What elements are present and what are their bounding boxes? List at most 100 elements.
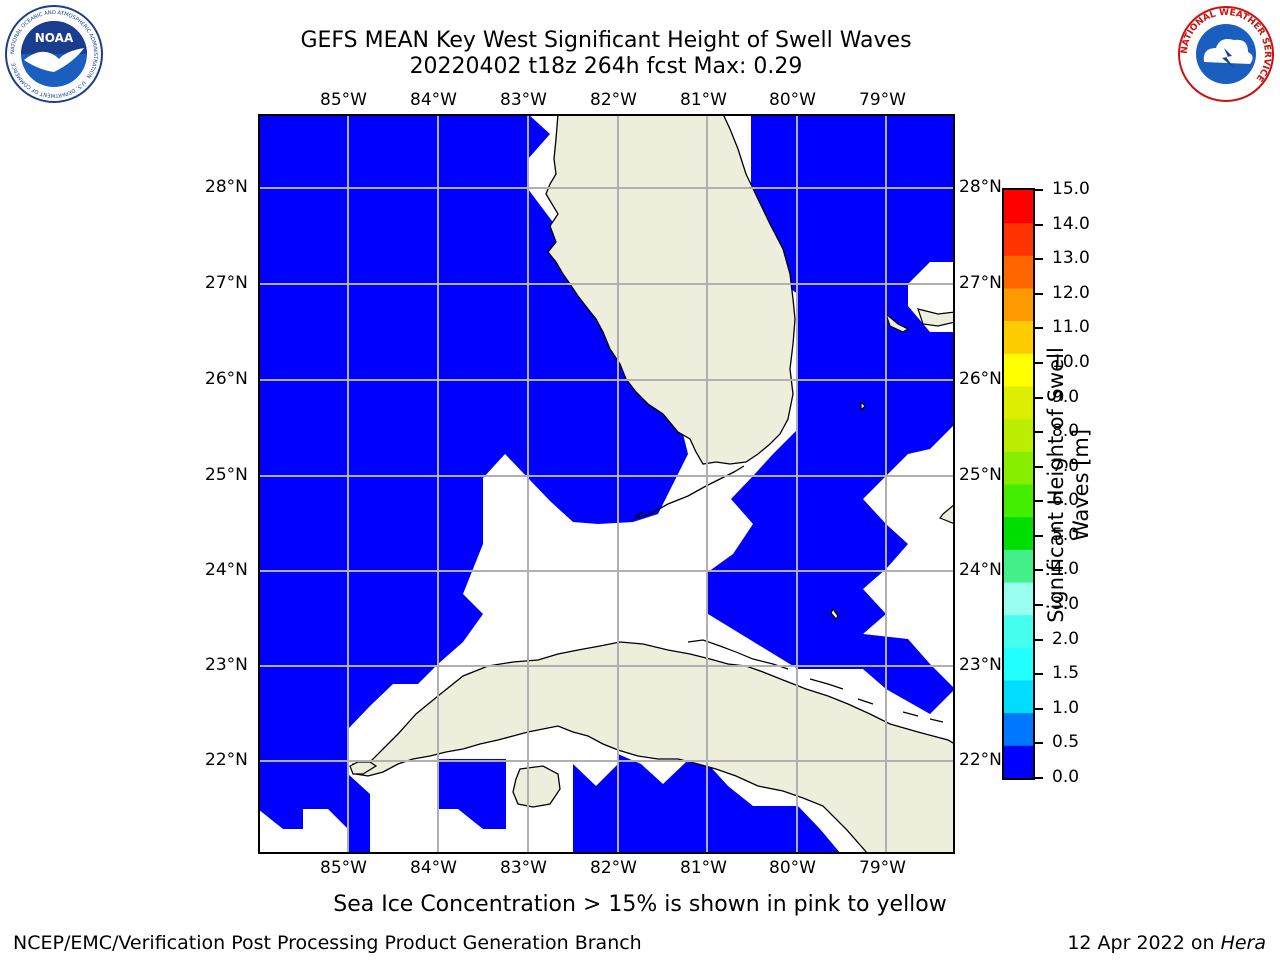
lon-label-top: 79°W [859, 90, 906, 110]
lat-label-right: 25°N [959, 465, 1002, 485]
chart-title-line2: 20220402 t18z 264h fcst Max: 0.29 [409, 54, 803, 79]
lat-label-left: 25°N [205, 465, 248, 485]
colorbar-tick-mark [1035, 777, 1043, 779]
colorbar-tick-mark [1035, 223, 1043, 226]
nws-logo: NATIONAL WEATHER SERVICE [1178, 6, 1274, 102]
footer-host: Hera [1220, 932, 1266, 954]
lon-label-top: 81°W [680, 90, 727, 110]
lon-label-top: 80°W [769, 90, 816, 110]
colorbar-tick-label: 9.0 [1052, 386, 1080, 407]
colorbar-tick-label: 11.0 [1052, 317, 1090, 338]
colorbar-tick-label: 2.0 [1052, 628, 1080, 649]
colorbar-tick-label: 15.0 [1052, 179, 1090, 199]
colorbar-segment [1004, 484, 1034, 518]
colorbar-segment [1004, 582, 1034, 616]
isle-of-youth [512, 765, 561, 808]
lat-label-left: 23°N [205, 655, 248, 675]
noaa-logo: NATIONAL OCEANIC AND ATMOSPHERIC ADMINIS… [5, 5, 103, 103]
colorbar-frame [1002, 188, 1035, 780]
colorbar-segment [1004, 386, 1034, 420]
lat-label-left: 22°N [205, 750, 248, 770]
colorbar-segment [1004, 614, 1034, 648]
colorbar-tick-label: 1.0 [1052, 697, 1080, 718]
lat-label-left: 26°N [205, 369, 248, 389]
lon-label-bottom: 82°W [590, 858, 637, 878]
lon-label-bottom: 83°W [500, 858, 547, 878]
lat-label-right: 28°N [959, 177, 1002, 197]
colorbar-segment [1004, 451, 1034, 485]
bahamas-islands [830, 308, 955, 621]
colorbar-tick-label: 5.0 [1052, 524, 1080, 545]
sea-ice-note: Sea Ice Concentration > 15% is shown in … [333, 892, 947, 917]
florida-land [545, 114, 796, 465]
lon-label-top: 84°W [410, 90, 457, 110]
colorbar-tick-mark [1035, 742, 1043, 745]
colorbar-tick-label: 6.0 [1052, 490, 1080, 511]
colorbar-segment [1004, 418, 1034, 452]
lon-label-top: 83°W [500, 90, 547, 110]
lon-label-bottom: 80°W [769, 858, 816, 878]
colorbar-segment [1004, 549, 1034, 583]
lon-label-top: 82°W [590, 90, 637, 110]
colorbar-segment [1004, 190, 1034, 224]
colorbar-tick-label: 12.0 [1052, 282, 1090, 303]
cuba-cays [687, 639, 944, 723]
lat-label-left: 28°N [205, 177, 248, 197]
lon-label-bottom: 84°W [410, 858, 457, 878]
footer-date: 12 Apr 2022 on Hera [1067, 932, 1266, 954]
colorbar-tick-mark [1035, 707, 1043, 710]
colorbar-tick-mark [1035, 500, 1043, 503]
map-frame [258, 114, 955, 854]
colorbar-segment [1004, 680, 1034, 714]
colorbar-tick-label: 8.0 [1052, 421, 1080, 442]
colorbar-tick-label: 14.0 [1052, 213, 1090, 234]
colorbar-tick-mark [1035, 431, 1043, 434]
colorbar-segment [1004, 288, 1034, 322]
colorbar-tick-mark [1035, 465, 1043, 468]
lat-label-right: 22°N [959, 750, 1002, 770]
colorbar-tick-label: 0.5 [1052, 732, 1080, 753]
lon-label-top: 85°W [320, 90, 367, 110]
map-gridlines [258, 114, 955, 854]
colorbar-segment [1004, 516, 1034, 550]
colorbar-segment [1004, 647, 1034, 681]
colorbar-tick-mark [1035, 534, 1043, 537]
cuba-land [352, 641, 955, 854]
colorbar-tick-mark [1035, 604, 1043, 607]
swell-region-south [438, 754, 841, 854]
colorbar-segment [1004, 222, 1034, 256]
colorbar-tick-mark [1035, 396, 1043, 399]
colorbar-tick-mark [1035, 673, 1043, 676]
footer-branch: NCEP/EMC/Verification Post Processing Pr… [13, 932, 642, 954]
lat-label-right: 27°N [959, 273, 1002, 293]
colorbar-segment [1004, 745, 1034, 779]
colorbar-segment [1004, 320, 1034, 354]
colorbar-segment [1004, 255, 1034, 289]
colorbar-tick-label: 1.5 [1052, 663, 1080, 684]
florida-keys [632, 465, 745, 520]
colorbar-title-line2: Waves [m] [1069, 428, 1093, 542]
colorbar-tick-mark [1035, 569, 1043, 572]
colorbar-segment [1004, 353, 1034, 387]
colorbar [1002, 188, 1035, 780]
colorbar-tick-label: 0.0 [1052, 767, 1080, 787]
lat-label-right: 23°N [959, 655, 1002, 675]
colorbar-tick-mark [1035, 258, 1043, 261]
lon-label-bottom: 79°W [859, 858, 906, 878]
lat-label-right: 26°N [959, 369, 1002, 389]
colorbar-segment [1004, 712, 1034, 746]
lat-label-left: 24°N [205, 560, 248, 580]
colorbar-tick-label: 10.0 [1052, 351, 1090, 372]
colorbar-tick-mark [1035, 638, 1043, 641]
footer-date-text: 12 Apr 2022 on [1067, 932, 1221, 954]
colorbar-title-line1: Significant Height of Swell [1044, 347, 1068, 623]
chart-title-line1: GEFS MEAN Key West Significant Height of… [300, 28, 912, 53]
noaa-logo-text: NOAA [35, 31, 74, 45]
colorbar-tick-mark [1035, 361, 1043, 364]
colorbar-tick-mark [1035, 189, 1043, 191]
colorbar-tick-label: 4.0 [1052, 559, 1080, 580]
swell-map [258, 114, 955, 854]
lon-label-bottom: 81°W [680, 858, 727, 878]
colorbar-tick-label: 3.0 [1052, 594, 1080, 615]
colorbar-tick-mark [1035, 327, 1043, 330]
